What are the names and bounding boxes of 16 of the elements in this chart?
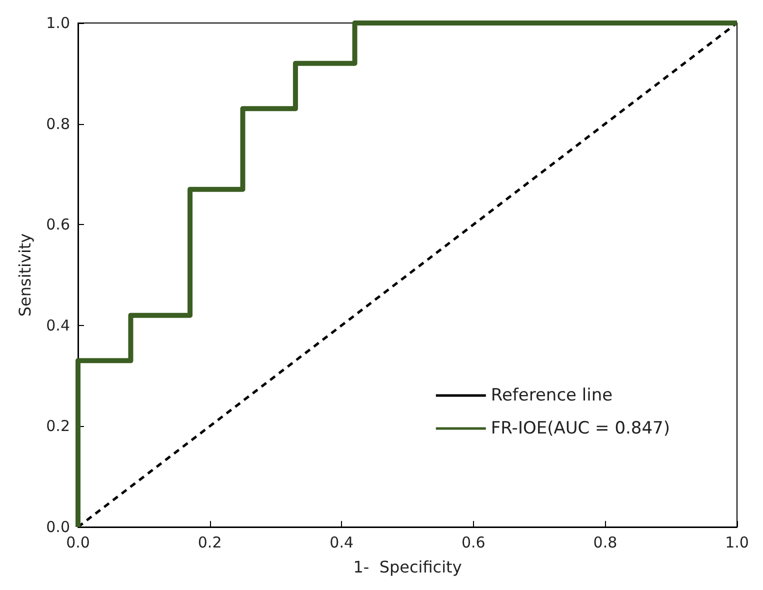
y-tick-label: 1.0	[46, 14, 70, 32]
x-tick-label: 0.6	[461, 534, 486, 552]
y-tick-label: 0.4	[46, 316, 70, 334]
y-axis-title: Sensitivity	[16, 233, 34, 317]
x-tick-label: 1.0	[725, 534, 749, 552]
y-tick-label: 0.0	[46, 518, 70, 536]
legend-label: FR-IOE(AUC = 0.847)	[490, 418, 670, 438]
x-tick-label: 0.8	[593, 534, 618, 552]
legend-label: Reference line	[490, 386, 613, 406]
x-tick-label: 0.2	[198, 534, 222, 552]
x-tick-label: 0.0	[66, 534, 90, 552]
x-tick-label: 0.4	[330, 534, 354, 552]
x-axis-title: 1- Specificity	[353, 558, 462, 576]
y-tick-label: 0.2	[46, 417, 70, 436]
y-tick-label: 0.8	[46, 114, 70, 133]
y-tick-label: 0.6	[46, 216, 70, 234]
